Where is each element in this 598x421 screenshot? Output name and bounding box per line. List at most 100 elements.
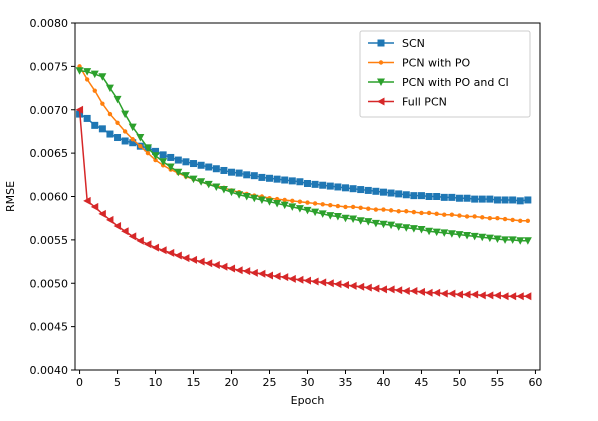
data-point <box>432 228 441 237</box>
data-point <box>447 230 456 238</box>
data-point <box>318 210 327 218</box>
data-point <box>235 169 243 177</box>
data-point <box>311 208 320 217</box>
data-point <box>335 203 341 209</box>
data-point <box>349 281 357 290</box>
data-point <box>379 220 388 229</box>
data-point <box>90 70 99 79</box>
data-point <box>243 171 251 179</box>
data-point <box>502 216 508 222</box>
data-point <box>432 288 441 297</box>
data-point <box>113 221 122 230</box>
data-point <box>373 207 379 212</box>
legend-label: PCN with PO <box>402 57 471 70</box>
data-point <box>379 285 387 294</box>
data-point <box>113 95 122 104</box>
data-point <box>425 227 434 236</box>
data-point <box>273 175 281 183</box>
y-tick-label: 0.0045 <box>30 321 69 334</box>
data-point <box>388 208 394 213</box>
data-point <box>470 232 479 241</box>
x-tick-label: 55 <box>490 376 504 389</box>
data-point <box>364 283 372 292</box>
y-tick-label: 0.0075 <box>30 60 69 73</box>
data-point <box>130 137 135 142</box>
data-point <box>288 203 297 211</box>
data-point <box>227 188 236 197</box>
data-point <box>83 196 91 205</box>
data-point <box>98 209 106 218</box>
y-axis-label: RMSE <box>4 181 17 212</box>
data-point <box>440 193 448 201</box>
data-point <box>371 284 380 293</box>
data-point <box>98 125 106 133</box>
data-point <box>448 193 456 201</box>
data-point <box>411 209 417 215</box>
data-point <box>493 291 501 300</box>
data-point <box>167 153 175 161</box>
data-point <box>510 217 515 223</box>
y-tick-label: 0.0080 <box>30 17 69 30</box>
data-point <box>90 202 99 211</box>
legend-label: Full PCN <box>402 96 447 109</box>
data-point <box>228 168 236 176</box>
data-point <box>100 101 105 106</box>
data-point <box>387 189 395 197</box>
data-point <box>295 205 304 213</box>
data-point <box>434 211 439 217</box>
data-point <box>343 204 348 210</box>
data-point <box>485 234 494 243</box>
data-point <box>318 278 327 287</box>
data-point <box>326 279 334 288</box>
data-point <box>419 210 424 216</box>
data-point <box>75 105 84 114</box>
data-point <box>394 286 403 295</box>
data-point <box>523 292 532 301</box>
data-point <box>212 183 221 191</box>
data-point <box>523 237 532 245</box>
data-point <box>121 110 130 119</box>
data-point <box>358 205 363 210</box>
series-0 <box>76 110 532 205</box>
data-point <box>174 251 182 260</box>
x-tick-label: 10 <box>149 376 163 389</box>
x-tick-label: 35 <box>338 376 352 389</box>
data-point <box>235 266 243 275</box>
data-point <box>518 218 523 223</box>
data-point <box>495 215 500 221</box>
data-point <box>372 187 380 195</box>
data-point <box>356 217 365 225</box>
data-point <box>404 209 409 214</box>
data-point <box>516 237 525 245</box>
legend-entry: PCN with PO and CI <box>368 76 509 89</box>
data-point <box>470 290 479 299</box>
data-point <box>304 179 311 187</box>
data-point <box>509 196 517 204</box>
data-point <box>258 173 266 181</box>
data-point <box>159 246 167 255</box>
data-point <box>371 219 380 228</box>
x-tick-label: 40 <box>376 376 390 389</box>
data-point <box>273 272 281 281</box>
legend-marker <box>378 60 384 65</box>
data-point <box>311 277 319 286</box>
legend-marker <box>377 97 385 106</box>
data-point <box>122 129 128 134</box>
data-point <box>114 134 122 142</box>
data-point <box>366 206 371 211</box>
data-point <box>106 130 114 138</box>
data-point <box>409 225 418 233</box>
data-point <box>402 191 410 199</box>
data-point <box>440 289 448 298</box>
legend-entry: Full PCN <box>368 96 447 109</box>
data-point <box>425 288 433 297</box>
data-point <box>341 214 350 223</box>
data-point <box>516 197 524 205</box>
data-point <box>197 178 206 186</box>
data-point <box>457 213 462 218</box>
data-point <box>524 196 532 204</box>
data-point <box>364 186 372 194</box>
data-point <box>381 207 386 212</box>
y-tick-label: 0.0050 <box>30 277 69 290</box>
